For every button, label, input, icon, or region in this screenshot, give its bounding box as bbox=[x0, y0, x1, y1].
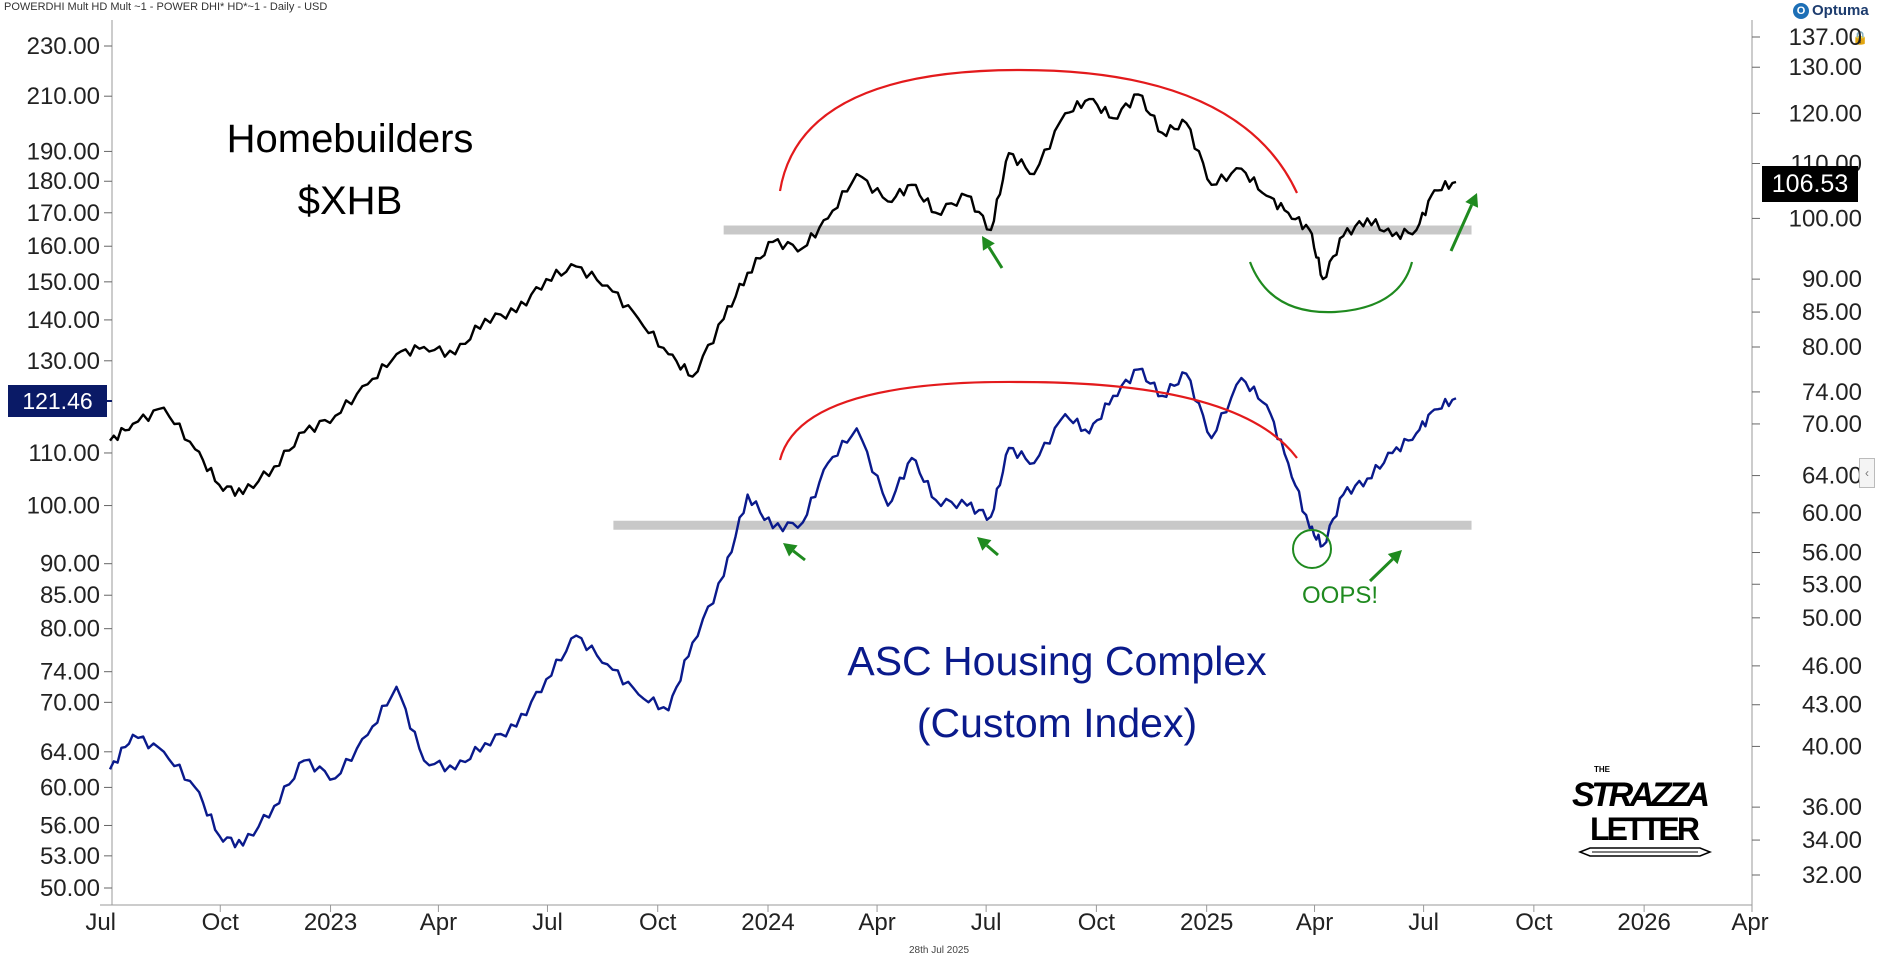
x-tick-label: 2023 bbox=[304, 909, 357, 936]
x-tick-label: Oct bbox=[1078, 909, 1116, 936]
right-tick-label: 46.00 bbox=[1802, 653, 1862, 680]
x-tick-label: Jul bbox=[85, 909, 116, 936]
left-tick-label: 85.00 bbox=[40, 582, 100, 609]
chart-header: POWERDHI Mult HD Mult ~1 - POWER DHI* HD… bbox=[4, 1, 328, 13]
arrow-xhb-july-shaft bbox=[987, 246, 1004, 269]
series-label-line2: (Custom Index) bbox=[917, 700, 1197, 746]
x-tick-label: Jul bbox=[1408, 909, 1439, 936]
left-tick-label: 60.00 bbox=[40, 774, 100, 801]
left-tick-label: 160.00 bbox=[27, 233, 100, 260]
series-label-line2: $XHB bbox=[298, 179, 403, 223]
x-tick-label: Jul bbox=[971, 909, 1002, 936]
arrow-asc-jan-shaft bbox=[792, 549, 806, 562]
x-tick-label: 2025 bbox=[1180, 909, 1233, 936]
right-tick-label: 85.00 bbox=[1802, 299, 1862, 326]
x-tick-label: Apr bbox=[1731, 909, 1768, 936]
lock-icon[interactable]: 🔒 bbox=[1852, 30, 1869, 45]
footer-date: 28th Jul 2025 bbox=[908, 945, 970, 956]
x-tick-label: Apr bbox=[420, 909, 457, 936]
x-tick-label: Oct bbox=[639, 909, 677, 936]
x-tick-label: Oct bbox=[202, 909, 240, 936]
x-tick-label: Oct bbox=[1515, 909, 1553, 936]
pen-icon bbox=[1577, 847, 1713, 857]
left-tick-label: 230.00 bbox=[27, 33, 100, 60]
right-tick-label: 40.00 bbox=[1802, 733, 1862, 760]
series-label-line1: ASC Housing Complex bbox=[847, 638, 1267, 684]
arrow-asc-jan-head bbox=[783, 543, 798, 557]
left-tick-label: 53.00 bbox=[40, 843, 100, 870]
logo-line1: STRAZZA bbox=[1572, 776, 1710, 814]
right-tick-label: 100.00 bbox=[1789, 205, 1862, 232]
arrow-xhb-july-head bbox=[982, 236, 995, 251]
arrow-asc-breakout-shaft bbox=[1368, 557, 1394, 583]
x-tick-label: Apr bbox=[1296, 909, 1333, 936]
right-tick-label: 50.00 bbox=[1802, 605, 1862, 632]
left-tick-label: 70.00 bbox=[40, 689, 100, 716]
left-tick-label: 100.00 bbox=[27, 493, 100, 520]
right-tick-label: 43.00 bbox=[1802, 692, 1862, 719]
left-tick-label: 110.00 bbox=[28, 440, 100, 467]
right-tick-label: 80.00 bbox=[1802, 334, 1862, 361]
x-tick-label: Jul bbox=[532, 909, 563, 936]
right-tick-label: 74.00 bbox=[1802, 379, 1862, 406]
optuma-logo-text: Optuma bbox=[1812, 2, 1869, 19]
left-tick-label: 130.00 bbox=[27, 348, 100, 375]
right-tick-label: 137.00 bbox=[1789, 24, 1862, 51]
right-tick-label: 56.00 bbox=[1802, 540, 1862, 567]
strazza-letter-logo: THE STRAZZA LETTER bbox=[1572, 765, 1713, 857]
right-tick-label: 130.00 bbox=[1789, 54, 1862, 81]
logo-line2: LETTER bbox=[1590, 811, 1700, 847]
asc-line bbox=[108, 367, 1457, 849]
xhb-rounding-bottom-arc bbox=[1248, 261, 1414, 314]
right-tick-label: 90.00 bbox=[1802, 266, 1862, 293]
asc-price-tag: 121.46 bbox=[8, 385, 107, 417]
left-tick-label: 150.00 bbox=[27, 269, 100, 296]
optuma-logo: O Optuma bbox=[1793, 2, 1869, 19]
right-tick-label: 70.00 bbox=[1802, 411, 1862, 438]
series-label-line1: Homebuilders bbox=[227, 117, 474, 161]
left-tick-label: 180.00 bbox=[27, 168, 100, 195]
right-tick-label: 34.00 bbox=[1802, 827, 1862, 854]
oops-label: OOPS! bbox=[1302, 582, 1378, 609]
left-tick-label: 140.00 bbox=[27, 307, 100, 334]
arrow-asc-breakout-head bbox=[1387, 550, 1402, 565]
left-tick-label: 56.00 bbox=[40, 812, 100, 839]
arrow-xhb-breakout-shaft bbox=[1449, 204, 1474, 252]
x-tick-label: 2024 bbox=[741, 909, 794, 936]
left-tick-label: 80.00 bbox=[40, 616, 100, 643]
xhb-line bbox=[109, 93, 1457, 497]
left-tick-label: 170.00 bbox=[27, 200, 100, 227]
right-tick-label: 36.00 bbox=[1802, 794, 1862, 821]
arrow-asc-july-head bbox=[977, 537, 992, 551]
optuma-logo-icon: O bbox=[1793, 2, 1809, 19]
collapse-panel-button[interactable]: ‹ bbox=[1859, 458, 1875, 488]
x-tick-label: Apr bbox=[858, 909, 895, 936]
x-tick-label: 2026 bbox=[1617, 909, 1670, 936]
xhb-rounding-top-arc bbox=[778, 68, 1298, 194]
arrow-xhb-breakout-head bbox=[1465, 193, 1479, 208]
left-tick-label: 190.00 bbox=[27, 138, 100, 165]
right-tick-label: 60.00 bbox=[1802, 500, 1862, 527]
left-tick-label: 210.00 bbox=[27, 83, 100, 110]
left-tick-label: 90.00 bbox=[40, 551, 100, 578]
asc-rounding-top-arc bbox=[778, 380, 1298, 461]
oops-circle bbox=[1292, 529, 1332, 569]
right-tick-label: 53.00 bbox=[1802, 571, 1862, 598]
left-tick-label: 64.00 bbox=[40, 739, 100, 766]
arrow-asc-july-shaft bbox=[985, 544, 999, 557]
left-tick-label: 74.00 bbox=[40, 659, 100, 686]
xhb-price-tag: 106.53 bbox=[1762, 166, 1858, 202]
right-tick-label: 64.00 bbox=[1802, 463, 1862, 490]
logo-the: THE bbox=[1594, 765, 1611, 774]
left-tick-label: 50.00 bbox=[40, 875, 100, 902]
right-tick-label: 120.00 bbox=[1789, 100, 1862, 127]
right-tick-label: 32.00 bbox=[1802, 862, 1862, 889]
